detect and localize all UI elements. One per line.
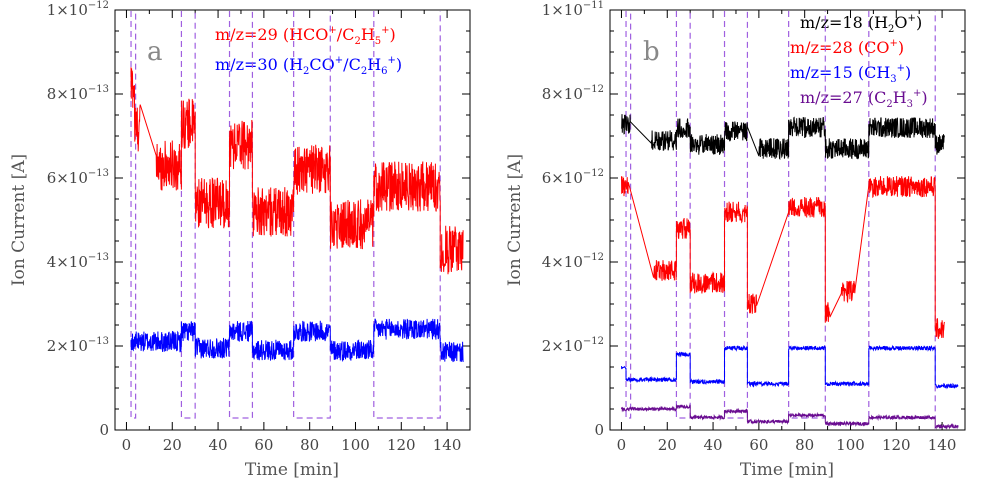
panel-a-series-1 bbox=[130, 318, 464, 363]
panel-a-window-1 bbox=[180, 11, 196, 419]
panel-b-series-3 bbox=[621, 403, 959, 430]
panel-b-frame bbox=[609, 9, 966, 431]
panel-a: a Time [min] Ion Current [A] m/z=29 (HCO… bbox=[9, 0, 471, 480]
panel-b-window-0 bbox=[625, 11, 632, 419]
panel-b-xlabel: Time [min] bbox=[740, 460, 834, 480]
panel-b-legend-mz15: m/z=15 (CH3+) bbox=[790, 63, 911, 85]
panel-a-series-0 bbox=[130, 67, 464, 275]
panel-a-legend-mz29: m/z=29 (HCO+/C2H5+) bbox=[215, 25, 396, 47]
panel-b-xtick-label-1: 20 bbox=[658, 436, 677, 454]
panel-b-xtick-label-6: 120 bbox=[882, 436, 911, 454]
panel-a-ylabel: Ion Current [A] bbox=[9, 154, 29, 286]
panel-a-window-3 bbox=[293, 11, 331, 419]
panel-a-xtick-label-0: 0 bbox=[122, 436, 132, 454]
panel-a-xtick-label-2: 40 bbox=[209, 436, 228, 454]
panel-b-series-1 bbox=[621, 176, 945, 339]
panel-a-legend-mz30: m/z=30 (H2CO+/C2H6+) bbox=[215, 55, 402, 77]
panel-a-ytick-label-1: 2×10−13 bbox=[47, 336, 109, 355]
panel-a-xtick-label-4: 80 bbox=[300, 436, 319, 454]
panel-a-xtick-label-3: 60 bbox=[254, 436, 273, 454]
panel-b-xtick-label-2: 40 bbox=[704, 436, 723, 454]
panel-a-xtick-label-7: 140 bbox=[433, 436, 462, 454]
panel-b-ytick-label-0: 0 bbox=[594, 421, 604, 439]
panel-a-ytick-label-2: 4×10−13 bbox=[47, 252, 109, 271]
panel-a-xtick-label-1: 20 bbox=[163, 436, 182, 454]
panel-b-xtick-label-7: 140 bbox=[928, 436, 957, 454]
panel-b-xtick-label-0: 0 bbox=[617, 436, 627, 454]
panel-b-ytick-label-2: 4×10−12 bbox=[542, 252, 604, 271]
panel-b-legend: m/z=18 (H2O+) m/z=28 (CO+) m/z=15 (CH3+)… bbox=[790, 13, 928, 110]
panel-a-ytick-label-3: 6×10−13 bbox=[47, 168, 109, 187]
panel-b-legend-mz28: m/z=28 (CO+) bbox=[790, 38, 904, 57]
panel-b-letter: b bbox=[643, 37, 660, 67]
panel-b-ytick-label-3: 6×10−12 bbox=[542, 168, 604, 187]
panel-b-window-3 bbox=[788, 11, 826, 419]
panel-a-xlabel: Time [min] bbox=[245, 460, 339, 480]
panel-a-letter: a bbox=[147, 37, 163, 67]
panel-b-ylabel: Ion Current [A] bbox=[505, 154, 525, 286]
panel-a-xtick-label-6: 120 bbox=[387, 436, 416, 454]
panel-b-ytick-label-4: 8×10−12 bbox=[542, 84, 604, 103]
panel-b-legend-mz18: m/z=18 (H2O+) bbox=[800, 13, 922, 35]
panel-a-ytick-label-4: 8×10−13 bbox=[47, 84, 109, 103]
panel-b-series-0 bbox=[621, 114, 945, 161]
panel-b-ytick-label-5: 1×10−11 bbox=[542, 0, 604, 19]
panel-b-ytick-label-1: 2×10−12 bbox=[542, 336, 604, 355]
panel-b-xtick-label-3: 60 bbox=[749, 436, 768, 454]
panel-a-ytick-label-0: 0 bbox=[99, 421, 109, 439]
panel-a-legend: m/z=29 (HCO+/C2H5+) m/z=30 (H2CO+/C2H6+) bbox=[215, 25, 402, 77]
panel-b-xtick-label-4: 80 bbox=[795, 436, 814, 454]
panel-a-window-0 bbox=[130, 11, 137, 419]
panel-a-xtick-label-5: 100 bbox=[341, 436, 370, 454]
panel-b-series-2 bbox=[621, 344, 959, 390]
panel-b-legend-mz27: m/z=27 (C2H3+) bbox=[800, 88, 928, 110]
panel-b-xtick-label-5: 100 bbox=[836, 436, 865, 454]
panel-b-window-1 bbox=[675, 11, 691, 419]
panel-a-ytick-label-5: 1×10−12 bbox=[47, 0, 109, 19]
panel-b: b Time [min] Ion Current [A] m/z=18 (H2O… bbox=[505, 0, 966, 480]
